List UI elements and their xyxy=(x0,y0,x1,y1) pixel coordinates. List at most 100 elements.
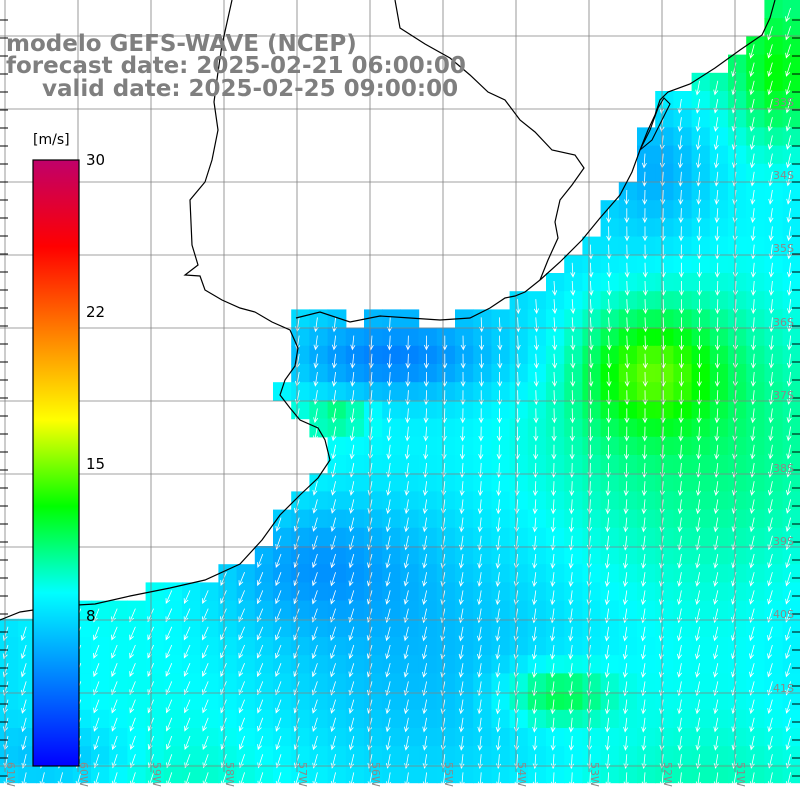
wind-arrow xyxy=(165,681,173,696)
wind-arrow xyxy=(385,572,391,587)
wind-arrow xyxy=(111,608,118,623)
wind-arrow xyxy=(348,644,355,660)
wind-arrow xyxy=(750,153,756,169)
wind-arrow xyxy=(749,117,755,132)
wind-arrow xyxy=(478,426,484,442)
wind-arrow xyxy=(21,754,27,769)
wind-speed-cell xyxy=(782,546,800,565)
wind-arrow xyxy=(714,444,720,460)
wind-speed-cell xyxy=(782,491,800,511)
wind-speed-cell xyxy=(491,418,511,438)
wind-speed-cell xyxy=(691,163,711,183)
graticule xyxy=(0,0,800,777)
wind-speed-cell xyxy=(436,746,456,765)
wind-arrow xyxy=(570,353,576,369)
wind-speed-cell xyxy=(618,655,638,674)
wind-arrow xyxy=(749,663,755,678)
wind-arrow xyxy=(550,735,556,751)
wind-arrow xyxy=(768,426,774,442)
wind-speed-cell xyxy=(637,527,656,547)
wind-arrow xyxy=(713,644,719,660)
wind-speed-cell xyxy=(455,436,474,456)
wind-speed-cell xyxy=(218,655,238,674)
wind-arrow xyxy=(713,481,719,497)
wind-speed-cell xyxy=(218,600,238,620)
wind-arrow xyxy=(202,644,209,659)
latitude-label: 41S xyxy=(773,681,794,695)
wind-arrow xyxy=(623,717,629,733)
wind-speed-cell xyxy=(655,254,674,274)
wind-arrow xyxy=(403,644,409,660)
wind-speed-cell xyxy=(546,418,565,438)
wind-speed-cell xyxy=(691,291,711,310)
wind-arrow xyxy=(696,226,702,242)
wind-speed-cell xyxy=(600,673,620,693)
wind-speed-cell xyxy=(582,764,602,784)
wind-speed-cell xyxy=(691,200,711,219)
wind-speed-cell xyxy=(709,182,729,201)
wind-speed-cell xyxy=(746,637,765,656)
wind-speed-cell xyxy=(618,600,638,620)
wind-speed-cell xyxy=(782,509,800,529)
wind-arrow xyxy=(641,517,647,533)
wind-speed-cell xyxy=(764,54,784,74)
wind-arrow xyxy=(678,408,684,424)
wind-speed-cell xyxy=(382,746,401,765)
wind-speed-cell xyxy=(691,309,711,329)
wind-speed-cell xyxy=(564,436,583,456)
wind-arrow xyxy=(257,699,264,714)
wind-speed-cell xyxy=(582,382,602,401)
wind-speed-cell xyxy=(728,400,747,420)
wind-speed-cell xyxy=(364,327,383,347)
wind-speed-cell xyxy=(546,728,565,747)
wind-speed-cell xyxy=(273,709,292,729)
wind-speed-cell xyxy=(564,364,583,383)
wind-arrow xyxy=(93,735,100,751)
wind-arrow xyxy=(569,499,575,515)
wind-arrow xyxy=(496,444,502,460)
wind-arrow xyxy=(460,408,466,424)
wind-speed-cell xyxy=(418,564,438,583)
wind-speed-cell xyxy=(400,418,420,438)
wind-arrow xyxy=(749,135,755,150)
wind-arrow xyxy=(641,772,647,788)
wind-arrow xyxy=(202,717,209,732)
wind-speed-cell xyxy=(309,527,329,547)
wind-arrow xyxy=(749,572,755,587)
wind-speed-cell xyxy=(473,473,492,492)
wind-speed-cell xyxy=(546,291,565,310)
wind-speed-cell xyxy=(564,746,583,765)
wind-speed-cell xyxy=(455,728,474,747)
wind-arrow xyxy=(768,208,774,224)
wind-speed-cell xyxy=(236,637,256,656)
wind-speed-cell xyxy=(509,673,529,693)
wind-arrow xyxy=(478,444,484,460)
wind-arrow xyxy=(533,299,539,315)
wind-speed-cell xyxy=(582,455,602,474)
wind-arrow xyxy=(552,353,558,369)
wind-speed-cell xyxy=(691,728,711,747)
wind-arrow xyxy=(677,590,683,605)
wind-arrow xyxy=(311,663,318,678)
wind-speed-cell xyxy=(218,582,238,602)
wind-speed-cell xyxy=(600,691,620,711)
wind-speed-cell xyxy=(709,364,729,383)
wind-speed-cell xyxy=(691,327,711,347)
wind-speed-cell xyxy=(182,746,201,765)
wind-speed-cell xyxy=(655,546,674,565)
wind-arrow xyxy=(275,517,282,532)
wind-arrow xyxy=(385,699,391,715)
wind-speed-cell xyxy=(273,728,292,747)
wind-speed-cell xyxy=(782,764,800,784)
wind-arrow xyxy=(749,44,755,59)
wind-speed-cell xyxy=(218,673,238,693)
wind-arrow xyxy=(184,735,191,750)
wind-speed-cell xyxy=(163,728,183,747)
wind-speed-cell xyxy=(200,764,219,784)
wind-speed-cell xyxy=(455,564,474,583)
wind-speed-cell xyxy=(436,637,456,656)
wind-arrow xyxy=(569,772,575,788)
wind-speed-cell xyxy=(527,618,547,638)
wind-speed-cell xyxy=(182,709,201,729)
wind-arrow xyxy=(403,717,409,733)
